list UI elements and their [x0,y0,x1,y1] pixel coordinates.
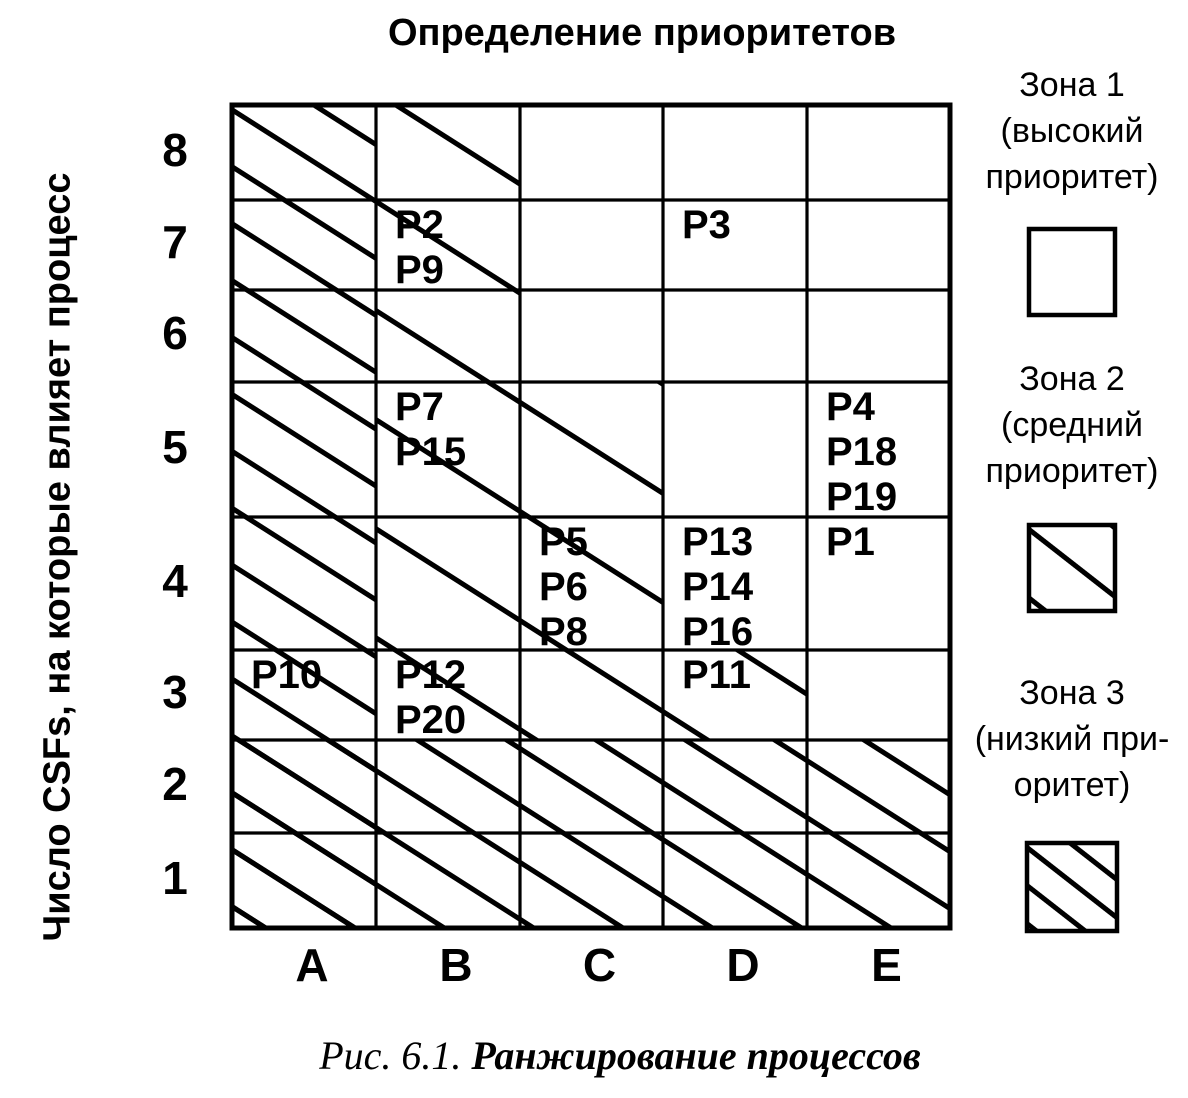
caption-number: Рис. 6.1. [319,1033,462,1078]
legend-zone-1-desc-line: (высокий [1000,112,1144,150]
legend-zone-3-name: Зона 3 [1019,674,1125,712]
cell-label-P10: P10 [251,653,322,697]
cell-label-P12: P12 [395,653,466,697]
y-tick-1: 1 [162,851,188,904]
cell-label-P18: P18 [826,430,897,474]
legend-item-zone-3: Зона 3 (низкий при- оритет) [952,670,1188,934]
legend-zone-2-desc-line: (средний [1001,406,1143,444]
legend-swatch-zone-1 [1026,226,1118,318]
legend: Зона 1 (высокий приоритет) Зона 2 (средн… [952,62,1188,934]
caption-text: Ранжирование процессов [471,1033,921,1078]
legend-zone-3-desc-line: (низкий при- [974,720,1170,758]
y-tick-5: 5 [162,420,188,473]
legend-zone-1-desc-line: приоритет) [985,158,1159,196]
legend-zone-2-name: Зона 2 [1019,360,1125,398]
chart-title: Определение приоритетов [387,12,897,54]
cell-label-P5: P5 [539,520,588,564]
cell-label-P3: P3 [682,203,731,247]
figure-caption: Рис. 6.1. Ранжирование процессов [250,1032,990,1079]
cell-label-P15: P15 [395,430,466,474]
cell-label-P20: P20 [395,698,466,742]
cell-label-P11: P11 [682,653,751,697]
cell-label-P4: P4 [826,385,876,429]
cell-label-P19: P19 [826,475,897,519]
cell-label-P2: P2 [395,203,444,247]
legend-item-zone-1: Зона 1 (высокий приоритет) [952,62,1188,318]
y-axis-label: Число CSFs, на которые влияет процесс [36,172,79,942]
x-tick-C: C [582,939,617,991]
x-tick-B: B [439,939,473,991]
y-tick-2: 2 [162,757,188,810]
cell-label-P8: P8 [539,610,588,654]
cell-label-P7: P7 [395,385,444,429]
legend-zone-1-name: Зона 1 [1019,66,1125,104]
cell-label-P6: P6 [539,565,588,609]
cell-label-P9: P9 [395,248,444,292]
cell-label-P16: P16 [682,610,753,654]
x-tick-A: A [295,939,329,991]
y-tick-4: 4 [162,554,188,607]
y-tick-6: 6 [162,307,188,359]
y-tick-7: 7 [162,216,188,268]
cell-label-P14: P14 [682,565,754,609]
legend-zone-3-desc-line: оритет) [1013,766,1131,804]
x-tick-D: D [726,939,760,991]
cell-label-P13: P13 [682,520,753,564]
cell-label-P1: P1 [826,520,875,564]
y-tick-3: 3 [162,666,188,718]
legend-swatch-zone-3 [1024,840,1120,934]
legend-item-zone-2: Зона 2 (средний приоритет) [952,356,1188,614]
y-tick-8: 8 [162,123,188,176]
x-tick-E: E [871,939,902,991]
legend-zone-2-desc-line: приоритет) [985,452,1159,490]
legend-swatch-zone-2 [1026,522,1118,614]
